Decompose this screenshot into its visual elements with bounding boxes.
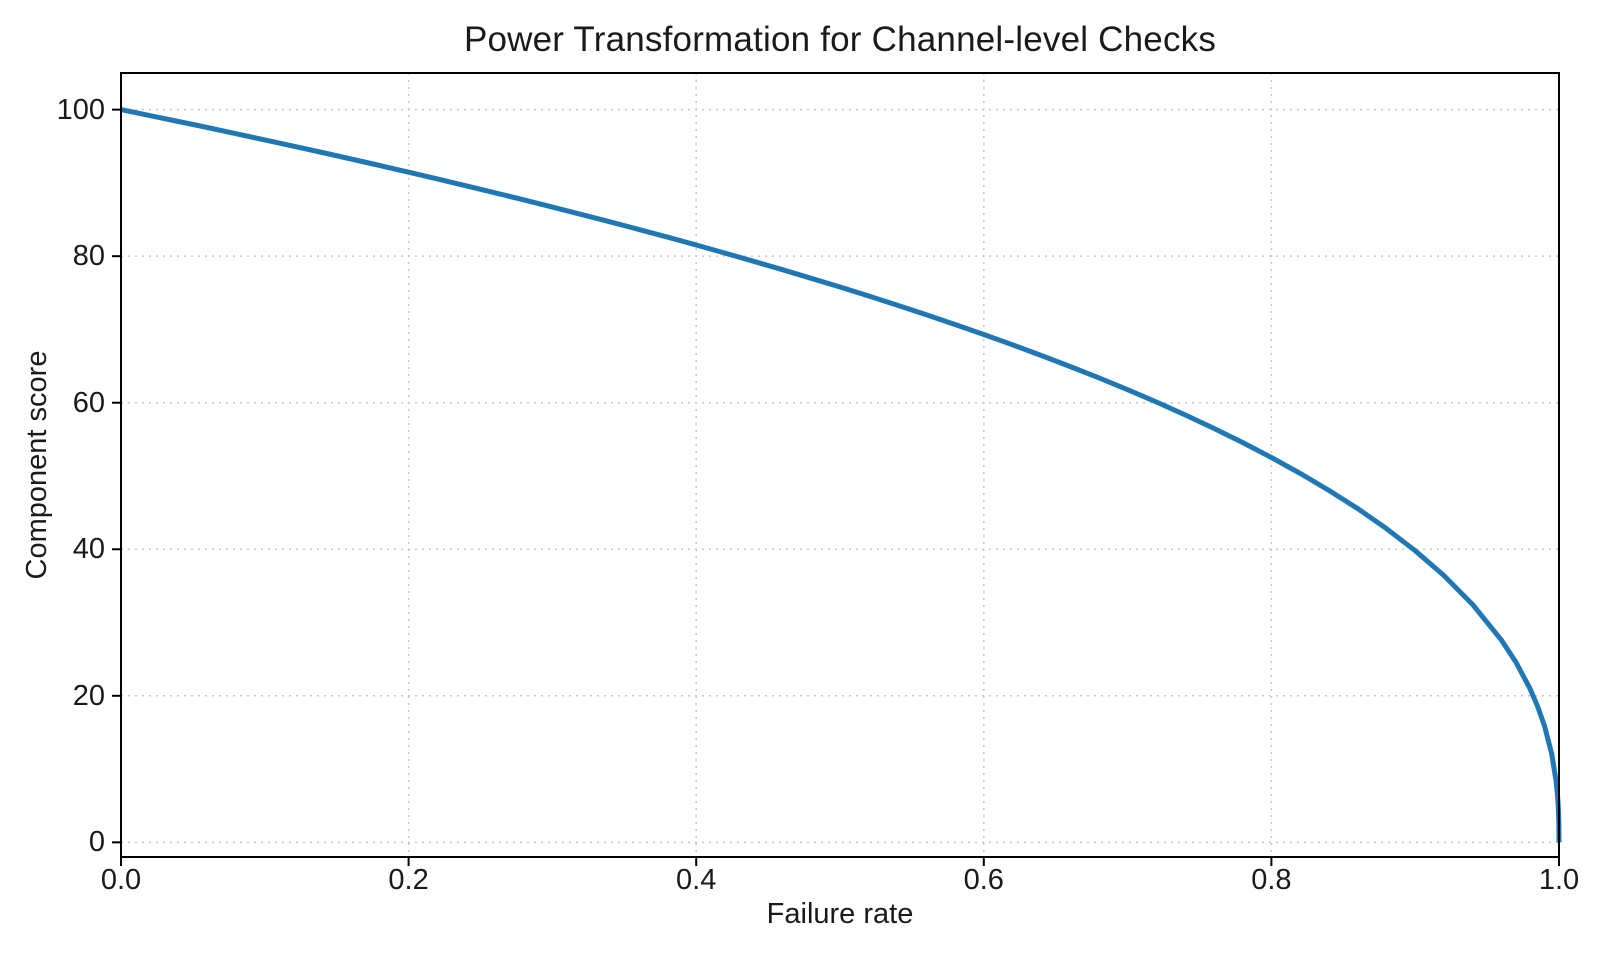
y-tick-label: 80 [72,240,105,273]
x-tick-label: 0.0 [100,864,142,896]
y-tick-label: 60 [72,386,105,419]
y-tick-label: 0 [88,826,105,859]
axes-frame [120,72,1560,858]
x-axis-label: Failure rate [766,898,914,930]
chart-title: Power Transformation for Channel-level C… [463,20,1217,59]
series-line [120,107,1562,843]
y-tick-label: 100 [56,93,105,126]
y-tick-label: 40 [72,533,105,566]
x-tick-label: 0.6 [963,864,1004,896]
x-tick-label: 0.4 [676,864,717,896]
x-tick-label: 0.8 [1251,864,1292,896]
x-tick-label: 1.0 [1538,864,1580,896]
y-tick-label: 20 [72,679,105,712]
x-tick-label: 0.2 [388,864,429,896]
